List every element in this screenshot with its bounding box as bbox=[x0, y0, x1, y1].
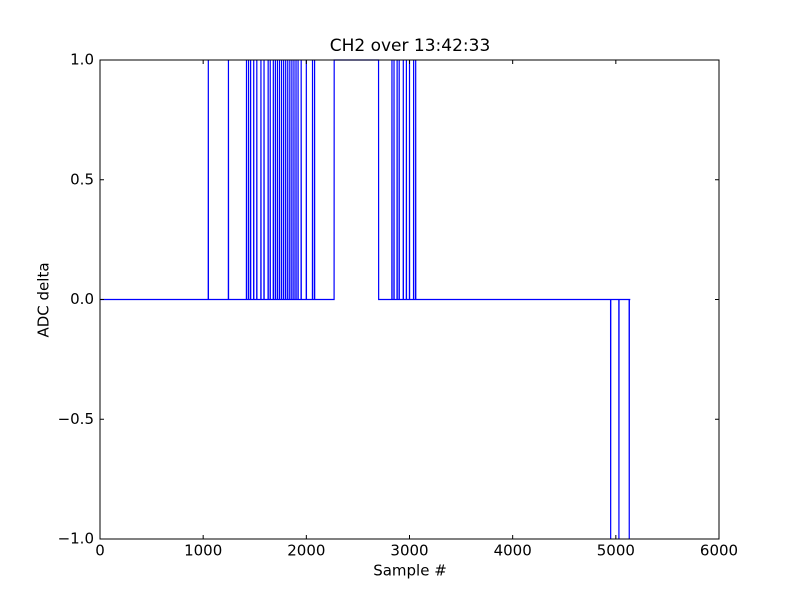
x-tick-label: 1000 bbox=[184, 542, 222, 560]
y-tick-label: 0.0 bbox=[70, 290, 94, 308]
y-tick-label: 0.5 bbox=[70, 170, 94, 188]
x-tick-label: 6000 bbox=[700, 542, 738, 560]
x-tick-label: 0 bbox=[95, 542, 105, 560]
y-axis-label: ADC delta bbox=[35, 262, 53, 337]
y-tick-label: −0.5 bbox=[58, 410, 94, 428]
x-axis-label: Sample # bbox=[373, 562, 447, 580]
y-tick-label: 1.0 bbox=[70, 51, 94, 69]
x-tick-label: 3000 bbox=[390, 542, 428, 560]
x-tick-label: 2000 bbox=[287, 542, 325, 560]
chart-title: CH2 over 13:42:33 bbox=[330, 36, 491, 56]
data-line bbox=[100, 59, 631, 540]
y-tick-label: −1.0 bbox=[58, 530, 94, 548]
x-tick-label: 4000 bbox=[494, 542, 532, 560]
x-tick-label: 5000 bbox=[597, 542, 635, 560]
